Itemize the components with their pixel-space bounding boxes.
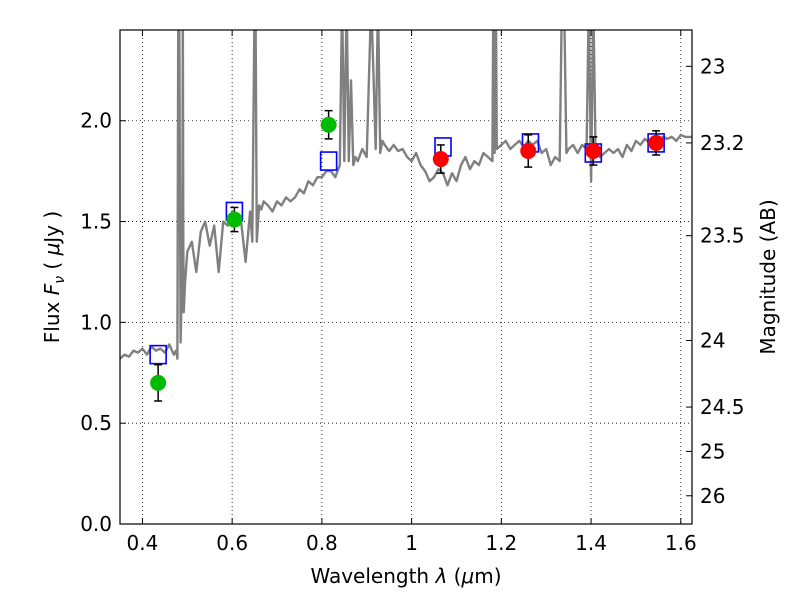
model-photometry-point	[319, 151, 338, 171]
data-point	[150, 374, 167, 391]
x-axis-title: Wavelength λ (μm)	[310, 564, 501, 588]
x-tick-label: 1	[405, 531, 418, 555]
y2-axis: 23 23.2 23.5 24 24.5 25 26	[686, 54, 745, 508]
data-point	[520, 142, 537, 159]
y2-axis-title: Magnitude (AB)	[756, 199, 780, 354]
x-tick-label: 1.4	[575, 531, 607, 555]
y-tick-label: 0.0	[80, 512, 112, 536]
y2-tick-label: 24.5	[700, 395, 745, 419]
data-point	[432, 151, 449, 168]
spectrum-line	[120, 30, 692, 360]
y2-tick-label: 25	[700, 439, 725, 463]
y2-tick-label: 26	[700, 484, 725, 508]
y2-tick-label: 24	[700, 329, 725, 353]
y-axis: 0.0 0.5 1.0 1.5 2.0	[80, 109, 126, 536]
x-tick-label: 1.6	[665, 531, 697, 555]
y-tick-label: 1.5	[80, 210, 112, 234]
series-layer	[120, 30, 692, 402]
y-tick-label: 1.0	[80, 310, 112, 334]
y2-tick-label: 23.5	[700, 224, 745, 248]
x-tick-label: 0.8	[306, 531, 338, 555]
x-axis: 0.4 0.6 0.8 1 1.2 1.4 1.6	[127, 30, 697, 555]
y-tick-label: 2.0	[80, 109, 112, 133]
x-tick-label: 1.2	[485, 531, 517, 555]
data-point	[585, 142, 602, 159]
y-axis-title: Flux Fν ( μJy )	[40, 211, 68, 343]
plot-background	[120, 30, 692, 524]
y2-tick-label: 23	[700, 54, 725, 78]
y-tick-label: 0.5	[80, 411, 112, 435]
x-tick-label: 0.4	[127, 531, 159, 555]
data-point	[226, 211, 243, 228]
x-tick-label: 0.6	[216, 531, 248, 555]
data-point	[320, 116, 337, 133]
model-photometry-point	[149, 344, 167, 365]
data-point	[648, 134, 665, 151]
y2-tick-label: 23.2	[700, 131, 745, 155]
plot-frame	[119, 29, 693, 525]
